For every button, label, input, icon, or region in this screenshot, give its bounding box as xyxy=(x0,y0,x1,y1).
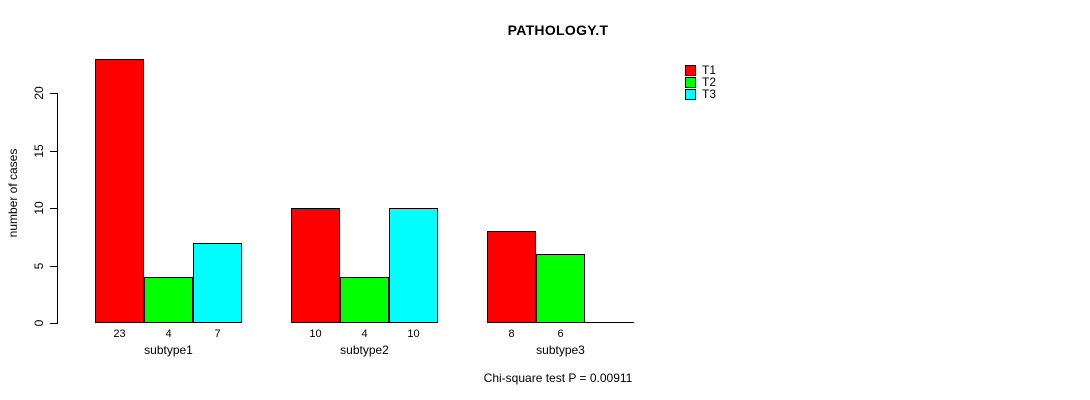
bar-value-label: 8 xyxy=(508,328,515,340)
y-tick-label: 0 xyxy=(32,319,46,327)
bar-value-label: 10 xyxy=(407,328,420,340)
bar-T2-subtype2 xyxy=(340,277,389,323)
y-tick-label: 15 xyxy=(32,143,46,158)
bar-T3-subtype1 xyxy=(193,242,242,323)
legend-label: T3 xyxy=(702,87,717,101)
y-tick-label: 5 xyxy=(32,262,46,269)
legend-swatch-T3 xyxy=(685,88,696,100)
y-tick-mark xyxy=(50,150,57,152)
bar-T2-subtype1 xyxy=(144,277,193,323)
y-axis-label: number of cases xyxy=(6,148,20,238)
bar-T3-subtype2 xyxy=(389,208,438,323)
category-label-subtype1: subtype1 xyxy=(144,343,193,357)
legend-label: T2 xyxy=(702,75,717,89)
bar-T2-subtype3 xyxy=(536,254,585,323)
bar-T1-subtype1 xyxy=(95,58,144,323)
y-tick-mark xyxy=(50,265,57,267)
y-tick-label: 20 xyxy=(32,86,46,100)
y-tick-label: 10 xyxy=(32,201,46,215)
bar-value-label: 4 xyxy=(165,328,172,340)
y-axis-line xyxy=(57,93,58,324)
bar-value-label: 6 xyxy=(557,328,564,340)
bar-T1-subtype3 xyxy=(487,231,536,323)
category-label-subtype2: subtype2 xyxy=(340,343,389,357)
legend-swatch-T2 xyxy=(685,76,696,88)
y-tick-mark xyxy=(50,208,57,209)
chart-title: PATHOLOGY.T xyxy=(507,22,609,38)
bar-value-label: 10 xyxy=(309,328,322,340)
bar-value-label: 23 xyxy=(113,328,126,340)
bar-T1-subtype2 xyxy=(291,208,340,323)
legend-row-T3: T3 xyxy=(685,88,716,100)
bar-value-label: 4 xyxy=(361,328,368,340)
bar-T3-subtype3-zero xyxy=(585,322,634,323)
category-label-subtype3: subtype3 xyxy=(536,343,585,357)
chi-square-annotation: Chi-square test P = 0.00911 xyxy=(483,371,633,385)
bar-value-label: 7 xyxy=(214,328,221,340)
legend-row-T1: T1 xyxy=(685,64,716,76)
y-tick-mark xyxy=(50,93,57,94)
legend-swatch-T1 xyxy=(685,64,696,76)
y-tick-mark xyxy=(50,323,57,324)
legend-label: T1 xyxy=(702,63,717,77)
legend: T1 T2 T3 xyxy=(685,64,716,100)
legend-row-T2: T2 xyxy=(685,76,716,88)
